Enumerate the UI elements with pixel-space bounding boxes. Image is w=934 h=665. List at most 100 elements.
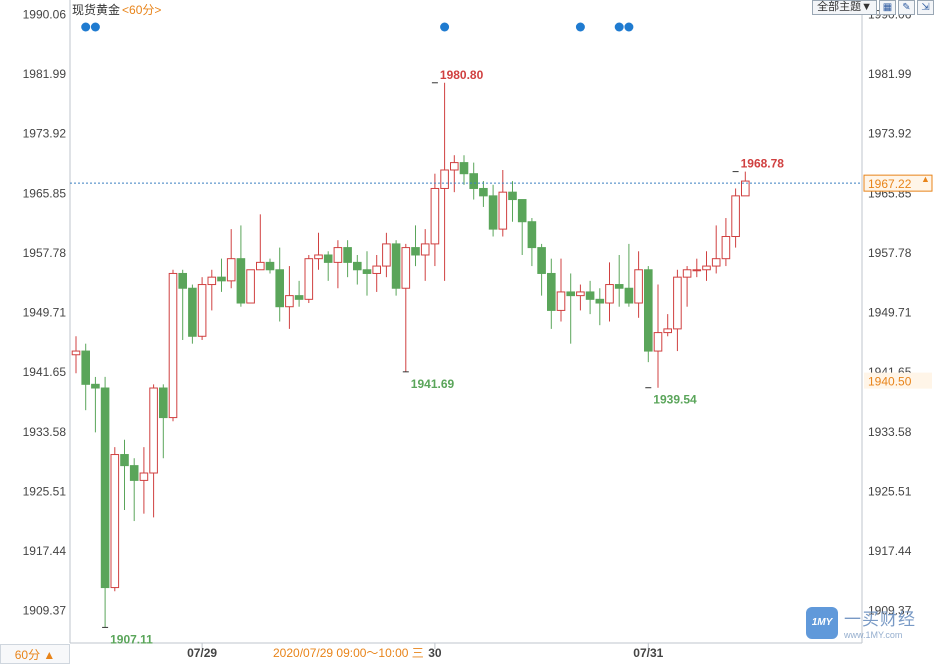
candle-down bbox=[323, 254, 333, 263]
current-price-arrow: ▲ bbox=[921, 174, 930, 184]
candle-up bbox=[702, 265, 711, 271]
candle-down bbox=[275, 269, 284, 308]
candle-down bbox=[469, 173, 478, 189]
y-tick-label-right: 1973.92 bbox=[868, 127, 912, 141]
candle-down bbox=[343, 247, 352, 263]
candle-up bbox=[673, 276, 682, 330]
theme-dropdown[interactable]: 全部主题▼ bbox=[812, 0, 877, 15]
y-tick-label-left: 1973.92 bbox=[23, 127, 67, 141]
expand-icon[interactable]: ⇲ bbox=[917, 0, 934, 15]
candle-up bbox=[556, 291, 566, 311]
candle-up bbox=[576, 291, 585, 297]
candle-up bbox=[741, 180, 750, 197]
crosshair-time-label: 2020/07/29 09:00～10:00 三 bbox=[273, 646, 424, 660]
y-tick-label-left: 1965.85 bbox=[23, 186, 67, 200]
candle-up bbox=[372, 265, 381, 274]
candle-down bbox=[614, 284, 624, 289]
candle-down bbox=[120, 454, 129, 467]
right-low-box bbox=[864, 372, 932, 389]
chart-title: 现货黄金 <60分> bbox=[72, 1, 161, 18]
candle-up bbox=[226, 258, 236, 282]
y-tick-label-right: 1909.37 bbox=[868, 604, 912, 618]
candle-down bbox=[217, 276, 226, 282]
right-low-label: 1940.50 bbox=[868, 375, 912, 389]
candle-down bbox=[624, 287, 634, 304]
x-tick-label: 07/31 bbox=[633, 646, 663, 660]
candle-up bbox=[246, 269, 255, 304]
candle-up bbox=[440, 169, 449, 189]
candle-down bbox=[488, 195, 498, 230]
candle-down bbox=[391, 243, 401, 289]
high-price-label: 1968.78 bbox=[741, 157, 785, 171]
period-label[interactable]: <60分> bbox=[122, 3, 162, 17]
candle-down bbox=[537, 247, 546, 274]
high-price-label: 1980.80 bbox=[440, 68, 484, 82]
candle-down bbox=[517, 199, 527, 223]
y-tick-label-right: 1925.51 bbox=[868, 484, 912, 498]
y-tick-label-left: 1925.51 bbox=[23, 484, 67, 498]
event-dot bbox=[575, 22, 585, 32]
candle-down bbox=[188, 287, 197, 337]
candle-up bbox=[721, 236, 731, 260]
period-select[interactable]: 60分 ▲ bbox=[0, 644, 70, 664]
event-dot bbox=[624, 22, 634, 32]
low-price-label: 1939.54 bbox=[653, 393, 697, 407]
candle-up bbox=[682, 269, 692, 278]
candle-up bbox=[450, 162, 459, 171]
y-tick-label-left: 1941.65 bbox=[23, 365, 67, 379]
brand-logo: 1MY 一买财经 www.1MY.com bbox=[806, 605, 916, 640]
draw-icon[interactable]: ✎ bbox=[898, 0, 915, 15]
y-tick-label-right: 1949.71 bbox=[868, 306, 912, 320]
y-tick-label-left: 1909.37 bbox=[23, 604, 67, 618]
candle-up bbox=[653, 332, 663, 352]
event-dot bbox=[440, 22, 450, 32]
y-tick-label-left: 1981.99 bbox=[23, 67, 67, 81]
event-dot bbox=[81, 22, 91, 32]
grid-icon[interactable]: ▦ bbox=[879, 0, 896, 15]
candle-up bbox=[401, 247, 411, 289]
x-tick-label: 07/29 bbox=[187, 646, 217, 660]
chart-toolbar: 全部主题▼ ▦ ✎ ⇲ bbox=[812, 0, 934, 15]
candle-up bbox=[314, 254, 323, 260]
instrument-name: 现货黄金 bbox=[72, 3, 121, 17]
logo-text: 一买财经 bbox=[844, 610, 916, 629]
candle-up bbox=[430, 187, 440, 245]
candle-up bbox=[256, 261, 265, 271]
candle-down bbox=[595, 298, 605, 304]
y-tick-label-left: 1917.44 bbox=[23, 544, 67, 558]
candle-up bbox=[304, 258, 314, 300]
current-price-box bbox=[863, 174, 933, 192]
candle-down bbox=[508, 191, 517, 201]
x-tick-label: 30 bbox=[428, 646, 442, 660]
event-dot bbox=[614, 22, 624, 32]
candle-up bbox=[168, 272, 178, 419]
candle-down bbox=[91, 383, 100, 389]
low-price-label: 1907.11 bbox=[110, 632, 153, 646]
y-tick-label-left: 1949.71 bbox=[23, 306, 67, 320]
candle-up bbox=[197, 284, 207, 337]
candle-up bbox=[731, 195, 740, 238]
candle-down bbox=[362, 269, 372, 274]
candle-down bbox=[294, 295, 304, 300]
y-tick-label-right: 1917.44 bbox=[868, 544, 912, 558]
candle-down bbox=[585, 291, 595, 300]
candle-down bbox=[129, 465, 139, 481]
candle-down bbox=[265, 261, 275, 271]
candle-down bbox=[479, 187, 488, 197]
candle-up bbox=[634, 269, 643, 304]
logo-badge: 1MY bbox=[806, 606, 838, 639]
candle-up bbox=[207, 276, 217, 286]
candle-up bbox=[420, 243, 430, 256]
candle-down bbox=[566, 291, 576, 297]
candle-up bbox=[149, 387, 158, 474]
candle-up bbox=[285, 295, 294, 308]
y-tick-label-left: 1933.58 bbox=[23, 425, 67, 439]
y-tick-label-left: 1990.06 bbox=[23, 7, 67, 21]
y-tick-label-right: 1957.78 bbox=[868, 246, 912, 260]
candle-up bbox=[498, 191, 508, 230]
candle-up bbox=[71, 350, 81, 356]
current-price-label: 1967.22 bbox=[868, 177, 912, 191]
candle-down bbox=[100, 387, 110, 589]
low-price-label: 1941.69 bbox=[411, 377, 455, 391]
candle-up bbox=[692, 269, 702, 272]
